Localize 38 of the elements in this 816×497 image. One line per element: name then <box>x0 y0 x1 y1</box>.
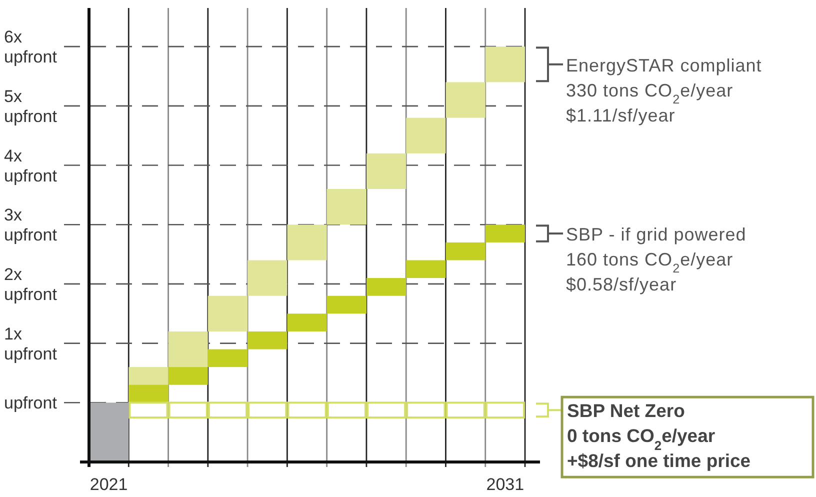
bar <box>208 349 248 368</box>
bar <box>287 224 327 260</box>
y-tick-label: 1x upfront <box>4 324 58 364</box>
bar <box>366 153 406 190</box>
text: 0 tons CO$_{2}$e/year <box>567 425 716 453</box>
bar <box>366 278 406 296</box>
y-tick-label: 5x upfront <box>4 86 58 126</box>
bar <box>446 242 486 260</box>
y-tick-label: 4x upfront <box>4 146 58 186</box>
bar <box>128 384 168 403</box>
bar <box>208 296 248 332</box>
bar <box>406 260 446 278</box>
y-tick-label: 3x upfront <box>4 206 58 245</box>
text: +$8/sf one time price <box>567 450 751 472</box>
bar <box>168 367 208 385</box>
legend-label: SBP Net Zero <box>567 400 685 422</box>
bar <box>326 189 366 225</box>
text: 160 tons CO$_{2}$e/year <box>566 250 734 276</box>
bar <box>485 224 525 242</box>
x-tick-label: 2031 <box>486 475 524 494</box>
bar <box>248 260 288 296</box>
bar <box>406 118 446 154</box>
bar <box>248 331 288 350</box>
text: EnergySTAR compliant <box>566 55 762 76</box>
y-tick-label: 2x upfront <box>4 264 58 304</box>
x-tick-label: 2021 <box>90 475 128 494</box>
bar <box>168 331 208 368</box>
bar <box>446 82 486 118</box>
text: SBP - if grid powered <box>566 224 746 245</box>
y-tick-label: upfront <box>4 394 58 413</box>
bar <box>89 402 129 462</box>
bar <box>287 314 327 332</box>
text: $1.11/sf/year <box>566 105 676 126</box>
bar <box>326 296 366 314</box>
text: $0.58/sf/year <box>566 274 677 295</box>
text: 330 tons CO$_{2}$e/year <box>566 80 734 106</box>
y-tick-label: 6x upfront <box>4 28 58 67</box>
bar <box>485 46 525 82</box>
